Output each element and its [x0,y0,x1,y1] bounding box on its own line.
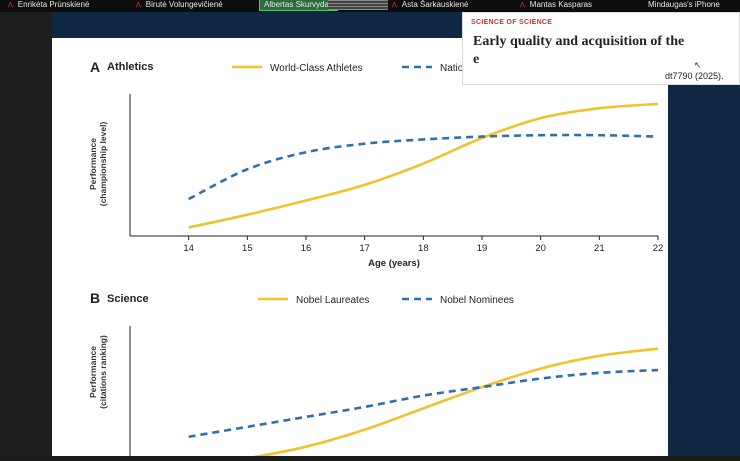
participant-tile-2[interactable]: ᐱ Birutė Volungevičienė [136,0,223,10]
participant-name: Birutė Volungevičienė [145,0,223,9]
panel-a-xlabel: Age (years) [368,258,420,269]
article-headline-line1: Early quality and acquisition of the [473,34,685,49]
x-tick-label: 21 [594,243,605,254]
participant-tile-6[interactable]: Mindaugas's iPhone [648,0,720,10]
article-kicker: SCIENCE OF SCIENCE [471,19,553,26]
legend-b-blue-label: Nobel Nominees [440,295,514,306]
participant-tile-1[interactable]: ᐱ Enrikėta Prūnskienė [8,0,89,10]
x-tick-label: 22 [653,243,664,254]
series-nobel-laureates [214,347,659,461]
legend-b-gold-label: Nobel Laureates [296,295,369,306]
x-tick-label: 20 [535,243,546,254]
participant-name: Albertas Skurvydas [264,0,333,9]
participant-name: Mantas Kasparas [529,0,593,9]
panel-b-letter: B [90,290,100,306]
x-tick-label: 15 [242,243,253,254]
participant-tile-3-active[interactable]: Albertas Skurvydas [259,0,338,11]
x-tick-label: 18 [418,243,429,254]
mic-muted-icon: ᐱ [520,2,525,9]
series-nobel-nominees [188,368,659,439]
mic-muted-icon: ᐱ [392,2,397,9]
video-thumbnail [328,0,388,10]
series-national-class-athletes [188,133,659,201]
series-world-class-athletes [188,102,659,229]
x-tick-label: 19 [477,243,488,254]
participant-tile-4[interactable]: ᐱ Asta Šarkauskienė [392,0,469,10]
x-tick-label: 14 [183,243,194,254]
panel-a-title: Athletics [107,61,153,73]
article-headline-line2: e [473,52,480,67]
mouse-cursor-icon: ↖ [694,60,702,70]
mic-muted-icon: ᐱ [8,2,13,9]
panel-a-ylabel-2: (championship level) [98,122,108,207]
figure-svg: A Athletics World-Class Athletes Nationa… [88,59,664,461]
figure-slide: A Athletics World-Class Athletes Nationa… [52,38,668,461]
mic-muted-icon: ᐱ [136,2,141,9]
x-tick-label: 16 [301,243,312,254]
panel-b-ylabel-2: (citations ranking) [98,335,108,409]
panel-a-letter: A [90,59,100,75]
participant-name: Asta Šarkauskienė [401,0,469,9]
x-tick-label: 17 [359,243,370,254]
panel-b-title: Science [107,293,149,305]
participant-tile-5[interactable]: ᐱ Mantas Kasparas [520,0,592,10]
legend-a-gold-label: World-Class Athletes [270,63,363,74]
article-citation: dt7790 (2025). [665,71,724,81]
presentation-side-band [668,85,740,456]
panel-a-ylabel-1: Performance [88,138,98,190]
participant-name: Mindaugas's iPhone [648,0,720,9]
participant-name: Enrikėta Prūnskienė [17,0,90,9]
panel-b-ylabel-1: Performance [88,346,98,398]
article-popup[interactable]: SCIENCE OF SCIENCE Early quality and acq… [462,12,740,85]
article-headline[interactable]: Early quality and acquisition of the e [473,33,713,69]
